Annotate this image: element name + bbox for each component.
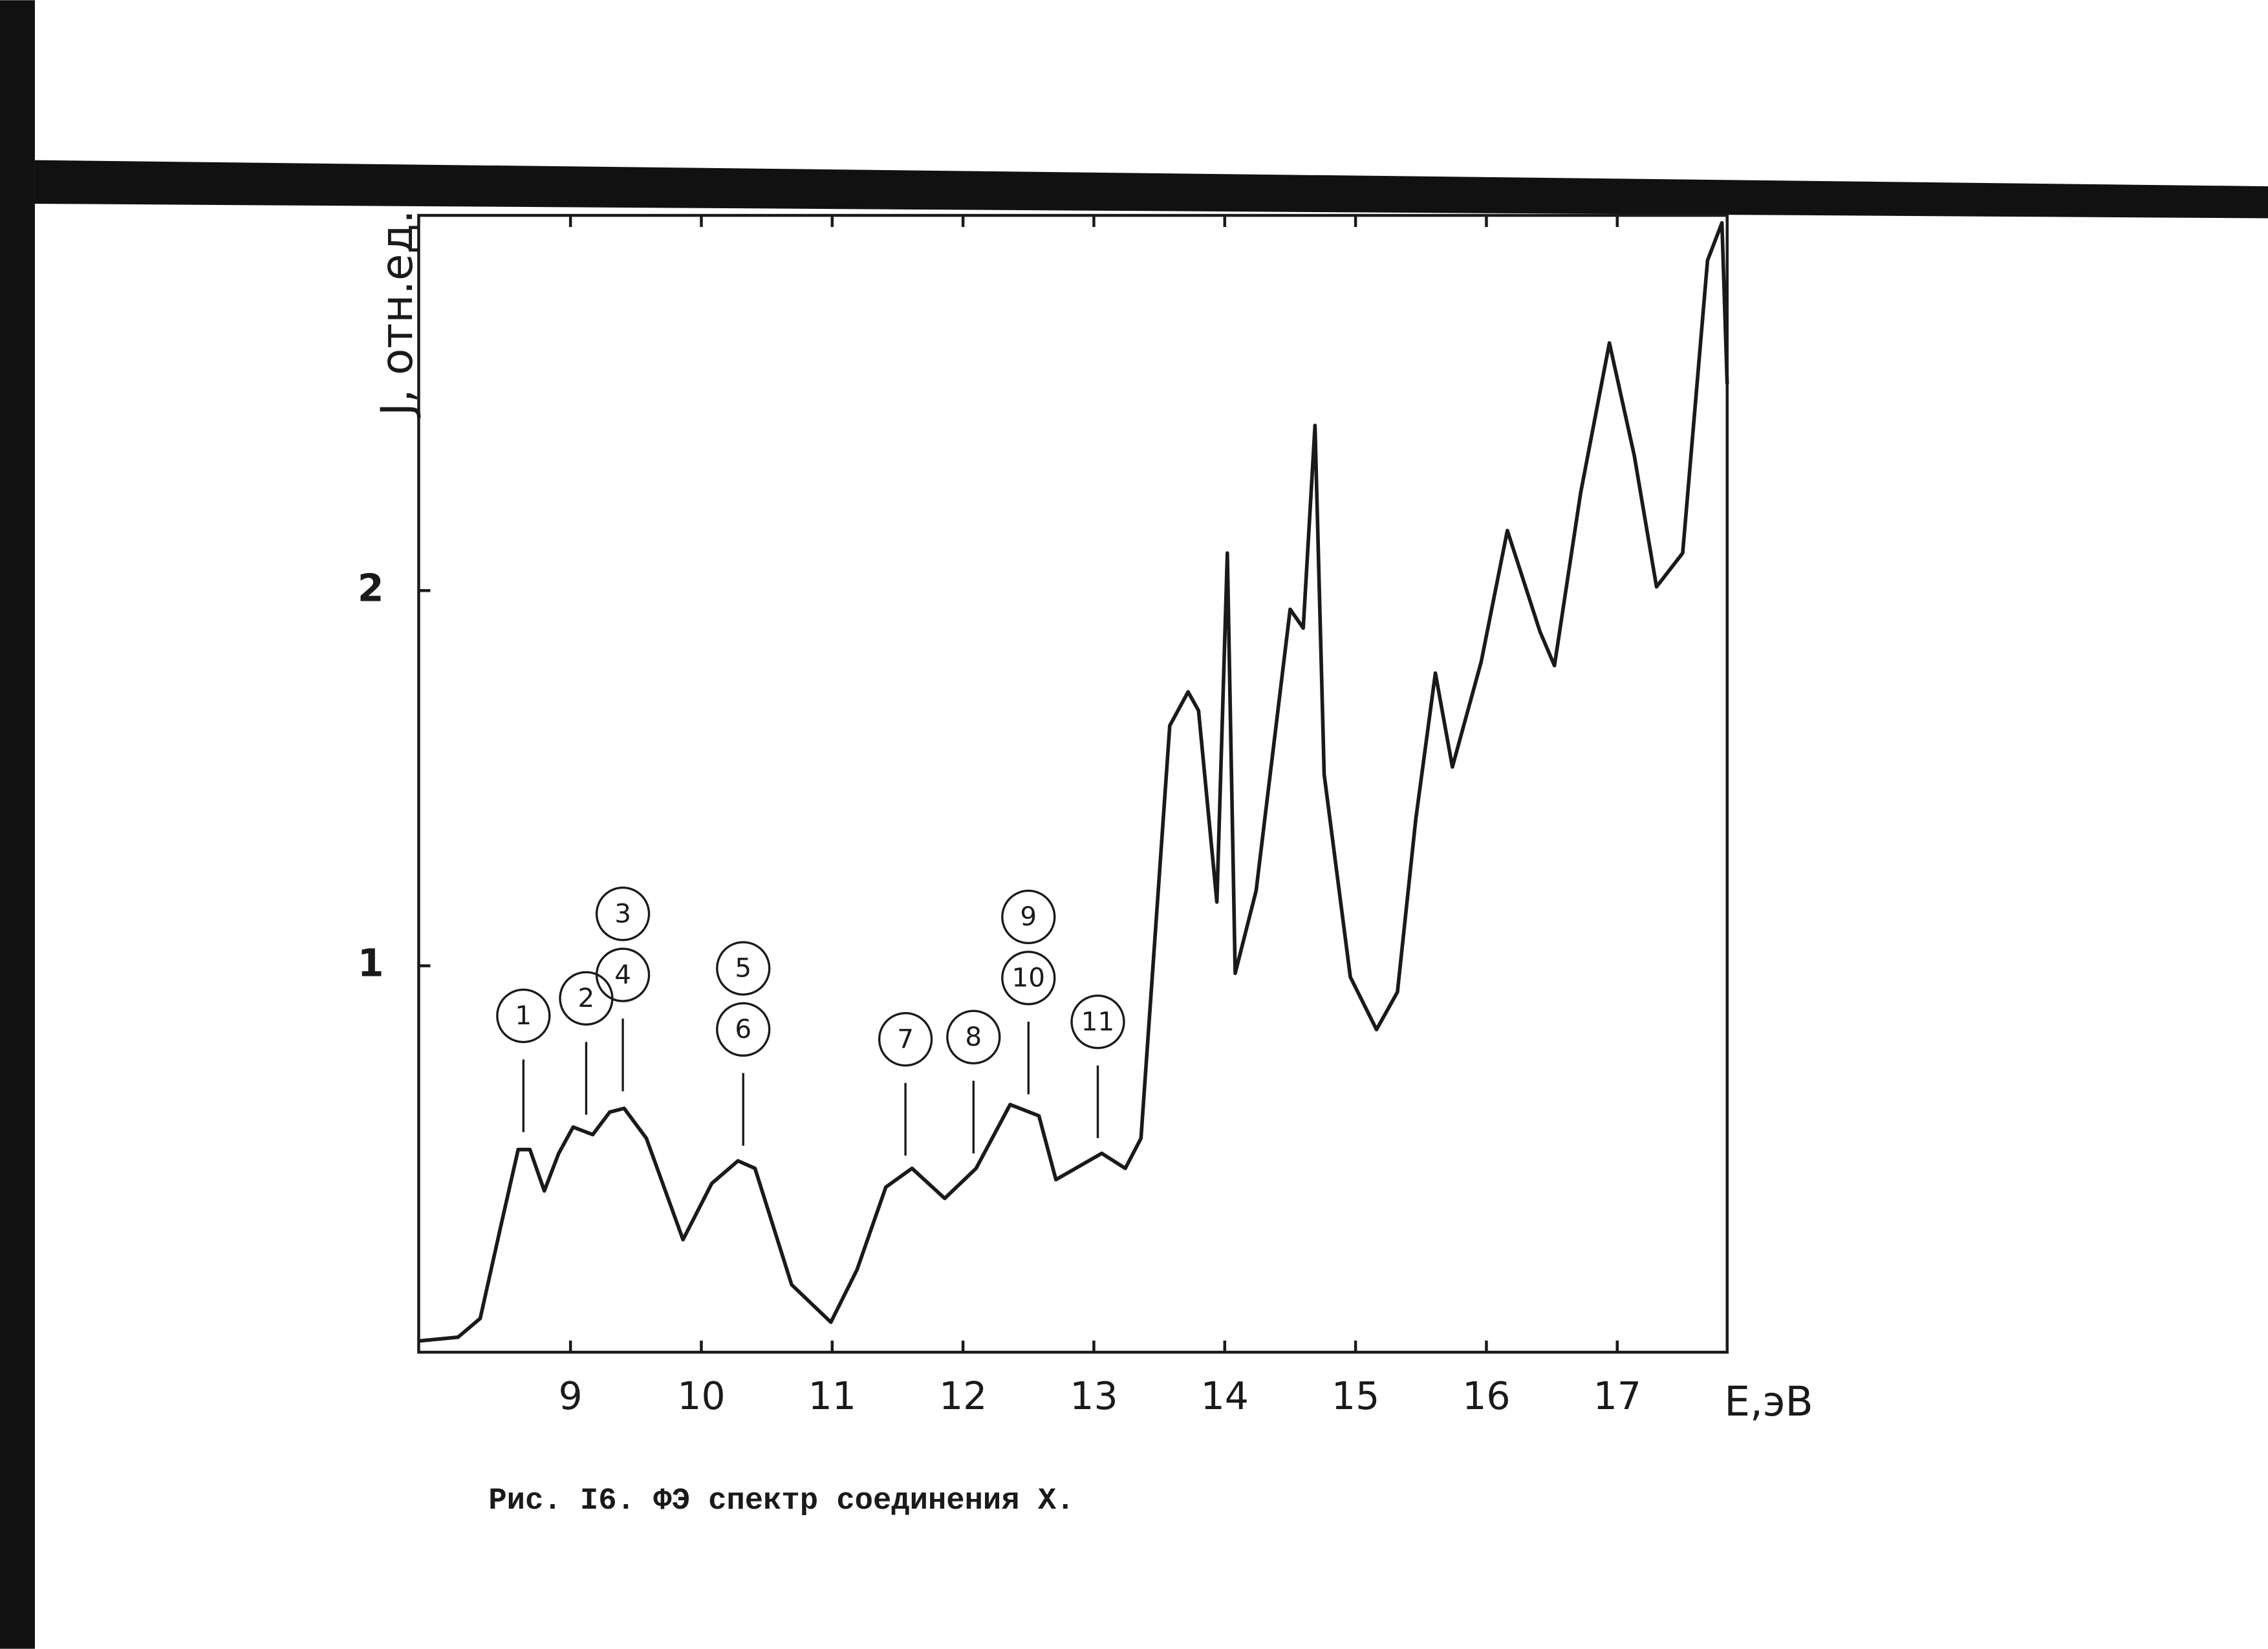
x-tick-label: 9 xyxy=(559,1374,583,1418)
peak-circle xyxy=(716,941,771,996)
peak-circle xyxy=(716,1002,771,1057)
peak-label: 8 xyxy=(965,1021,982,1052)
peak-label: 10 xyxy=(1012,962,1045,993)
x-tick-label: 16 xyxy=(1462,1374,1510,1418)
x-tick-label: 10 xyxy=(677,1374,725,1418)
peak-label: 2 xyxy=(578,982,595,1013)
peak-circle xyxy=(1070,995,1125,1050)
caption: Рис. I6. ФЭ спектр соединения Х. xyxy=(488,1484,1074,1518)
peak-label: 5 xyxy=(735,953,751,984)
x-tick-label: 13 xyxy=(1070,1374,1118,1418)
peak-circle xyxy=(1001,951,1056,1006)
scan-bar xyxy=(34,160,2268,219)
peak-label: 1 xyxy=(515,1000,532,1031)
peak-label: 3 xyxy=(614,898,631,929)
peak-label: 9 xyxy=(1020,901,1037,932)
peak-label: 7 xyxy=(897,1023,914,1054)
scan-edge xyxy=(0,0,35,1649)
peak-circle xyxy=(878,1012,933,1067)
x-tick-label: 15 xyxy=(1332,1374,1379,1418)
peak-circle xyxy=(496,988,551,1044)
peak-label: 4 xyxy=(614,959,631,990)
peak-circle xyxy=(595,887,651,942)
y-tick-label: 2 xyxy=(358,566,384,610)
x-tick-label: 17 xyxy=(1593,1374,1641,1418)
x-tick-label: 11 xyxy=(808,1374,856,1418)
x-tick-label: 14 xyxy=(1201,1374,1249,1418)
peak-label: 6 xyxy=(735,1013,751,1044)
peak-circle xyxy=(1001,889,1056,945)
peak-circle xyxy=(946,1009,1001,1064)
plot-frame xyxy=(417,213,1729,1354)
x-tick-label: 12 xyxy=(939,1374,987,1418)
spectrum-line xyxy=(418,221,1729,1343)
peak-circle xyxy=(595,947,651,1002)
y-axis-label: J, отн.ед. xyxy=(371,210,422,418)
y-tick-label: 1 xyxy=(358,942,384,986)
x-axis-label: Е,эВ xyxy=(1724,1378,1813,1425)
peak-label: 11 xyxy=(1081,1006,1114,1037)
